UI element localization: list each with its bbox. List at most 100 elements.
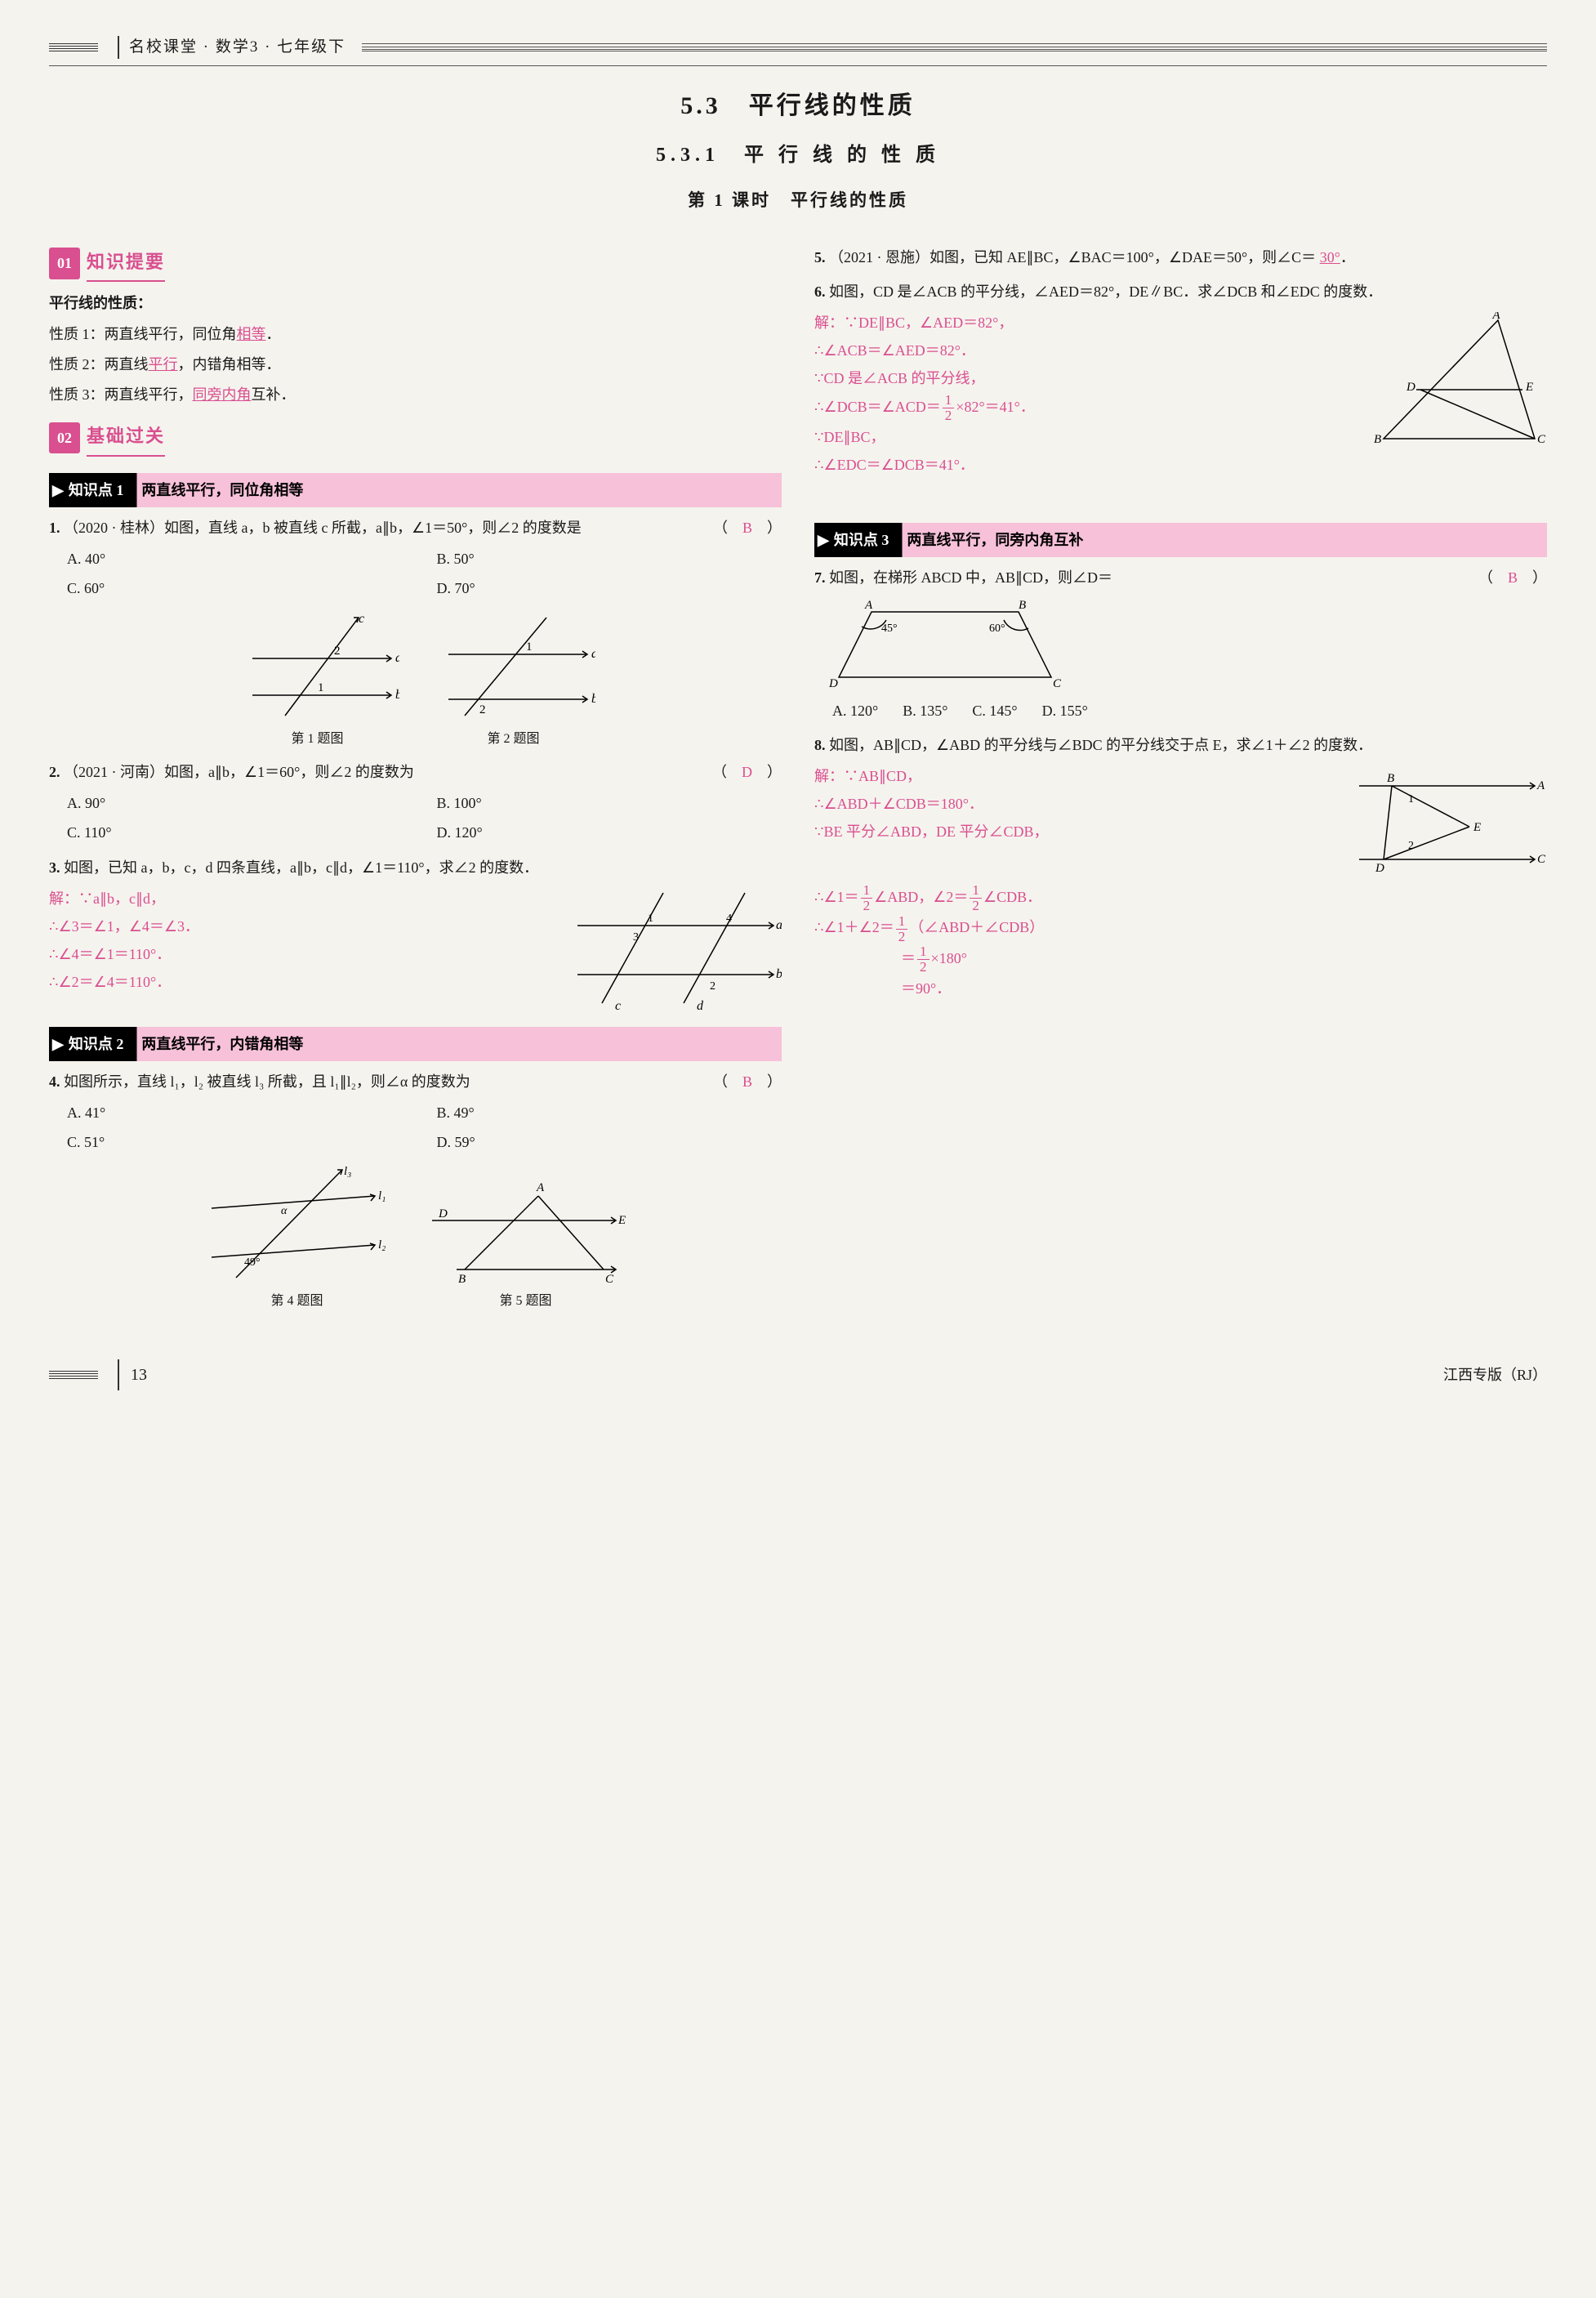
badge-01-text: 知识提要 [87,245,165,283]
q2-options: A. 90° B. 100° C. 110° D. 120° [67,789,782,846]
right-column: 5. （2021 · 恩施）如图，已知 AE∥BC，∠BAC＝100°，∠DAE… [814,237,1547,1320]
svg-text:a: a [776,918,782,932]
section-title: 5.3.1 平 行 线 的 性 质 [49,137,1547,175]
property-2: 性质 2：两直线平行，内错角相等． [49,350,782,378]
q1-q2-figures: c a b 2 1 第 1 题图 [49,609,782,752]
q4-opt-b: B. 49° [437,1099,782,1127]
svg-text:b: b [776,967,782,981]
svg-text:4: 4 [726,913,732,925]
svg-text:2: 2 [710,980,716,993]
knowledge-point-3-bar: ▶ 知识点 3 两直线平行，同旁内角互补 [814,523,1547,557]
two-column-layout: 01 知识提要 平行线的性质： 性质 1：两直线平行，同位角相等． 性质 2：两… [49,237,1547,1320]
question-3: 3. 如图，已知 a，b，c，d 四条直线，a∥b，c∥d，∠1＝110°，求∠… [49,854,782,881]
left-column: 01 知识提要 平行线的性质： 性质 1：两直线平行，同位角相等． 性质 2：两… [49,237,782,1320]
q8-num: 8. [814,737,829,753]
figure-q6: A B C D E [1367,312,1547,451]
q8-body: B A D C E 1 2 解：∵AB∥CD， ∴∠ABD＋∠CDB＝180°．… [814,762,1547,1002]
q7-answer-paren: （ B ） [1478,564,1547,591]
q4-opt-d: D. 59° [437,1128,782,1156]
svg-text:1: 1 [318,681,324,694]
svg-text:l₁: l₁ [378,1189,386,1203]
q6-num: 6. [814,283,829,300]
header-rule-right [362,43,1547,51]
q3-s4: ∴∠2＝∠4＝110°． [49,968,553,996]
q1-figcap: 第 1 题图 [236,727,399,752]
props-heading: 平行线的性质： [49,289,782,317]
chapter-title: 5.3 平行线的性质 [49,83,1547,129]
q8-s5: ∴∠1＋∠2＝12（∠ABD＋∠CDB） [814,913,1547,944]
svg-text:C: C [1537,853,1546,866]
header-divider [118,36,119,59]
badge-01-num: 01 [49,248,80,279]
svg-text:c: c [615,999,621,1013]
q1-text: （2020 · 桂林）如图，直线 a，b 被直线 c 所截，a∥b，∠1＝50°… [64,520,582,536]
prop1-fill: 相等 [237,326,266,342]
question-4: 4. 如图所示，直线 l₁，l₂ 被直线 l₃ 所截，且 l₁∥l₂，则∠α 的… [49,1068,782,1095]
figure-q2: a b 1 2 第 2 题图 [432,609,595,752]
q6-s6: ∴∠EDC＝∠DCB＝41°． [814,451,1547,479]
svg-text:C: C [1053,677,1062,690]
q3-s1: 解：∵a∥b，c∥d， [49,885,553,913]
svg-text:B: B [1374,433,1381,446]
prop2-fill: 平行 [149,356,178,373]
q7-num: 7. [814,569,829,586]
q7-opt-b: B. 135° [903,697,947,725]
q1-answer-paren: （ B ） [713,514,782,542]
q2-answer-paren: （ D ） [712,758,782,786]
q2-num: 2. [49,764,64,780]
svg-text:C: C [1537,433,1546,446]
svg-text:D: D [828,677,838,690]
q2-opt-b: B. 100° [437,789,782,817]
svg-text:B: B [1019,599,1026,612]
svg-text:C: C [605,1273,614,1286]
q3-text: 如图，已知 a，b，c，d 四条直线，a∥b，c∥d，∠1＝110°，求∠2 的… [64,859,538,876]
q3-s3: ∴∠4＝∠1＝110°． [49,940,553,968]
q5-answer: 30° [1320,249,1340,265]
question-1: 1. （2020 · 桂林）如图，直线 a，b 被直线 c 所截，a∥b，∠1＝… [49,514,782,542]
lesson-title: 第 1 课时 平行线的性质 [49,185,1547,217]
kb2-title: 两直线平行，内错角相等 [133,1030,303,1058]
q3-diagram: a b c d 1 3 4 2 [569,885,782,1015]
knowledge-point-2-bar: ▶ 知识点 2 两直线平行，内错角相等 [49,1027,782,1061]
q8-s4a: ∴∠1＝ [814,889,859,905]
svg-text:3: 3 [633,931,639,944]
q1-num: 1. [49,520,64,536]
q7-diagram: A B C D 45° 60° [814,596,1076,694]
kb3-arrow-icon: ▶ [814,526,834,554]
svg-text:c: c [359,612,364,626]
kb1-label: 知识点 1 [69,476,134,504]
svg-text:d: d [697,999,704,1013]
q6-diagram: A B C D E [1367,312,1547,451]
q1-opt-d: D. 70° [437,574,782,602]
figure-q1: c a b 2 1 第 1 题图 [236,609,399,752]
kb1-arrow-icon: ▶ [49,476,69,504]
property-1: 性质 1：两直线平行，同位角相等． [49,320,782,348]
page: 名校课堂 · 数学3 · 七年级下 5.3 平行线的性质 5.3.1 平 行 线… [49,33,1547,1390]
q8-s5b: （∠ABD＋∠CDB） [909,919,1044,935]
question-5: 5. （2021 · 恩施）如图，已知 AE∥BC，∠BAC＝100°，∠DAE… [814,243,1547,271]
question-2: 2. （2021 · 河南）如图，a∥b，∠1＝60°，则∠2 的度数为 （ D… [49,758,782,786]
q4-num: 4. [49,1073,64,1090]
figure-q3: a b c d 1 3 4 2 [569,885,782,1015]
q4-options: A. 41° B. 49° C. 51° D. 59° [67,1099,782,1156]
q1-options: A. 40° B. 50° C. 60° D. 70° [67,545,782,602]
q8-s5a: ∴∠1＋∠2＝ [814,919,894,935]
page-header: 名校课堂 · 数学3 · 七年级下 [49,33,1547,66]
q7-opt-a: A. 120° [832,697,878,725]
q8-s6b: ×180° [931,950,967,966]
q4-answer-paren: （ B ） [713,1068,782,1095]
q8-s6a: ＝ [901,950,916,966]
figure-q5: D A E B C 第 5 题图 [424,1163,628,1314]
svg-text:E: E [1525,381,1533,394]
header-rule-left [49,43,98,51]
q5-diagram: D A E B C [424,1163,628,1286]
q6-body: A B C D E 解：∵DE∥BC，∠AED＝82°， ∴∠ACB＝∠AED＝… [814,309,1547,479]
figure-q8: B A D C E 1 2 [1335,765,1547,880]
svg-text:b: b [395,688,399,702]
footer-left: 13 [49,1359,147,1390]
q2-diagram: a b 1 2 [432,609,595,724]
svg-text:B: B [458,1273,466,1286]
q2-figcap: 第 2 题图 [432,727,595,752]
q7-text: 如图，在梯形 ABCD 中，AB∥CD，则∠D＝ [829,569,1112,586]
prop3-fill: 同旁内角 [193,386,252,403]
